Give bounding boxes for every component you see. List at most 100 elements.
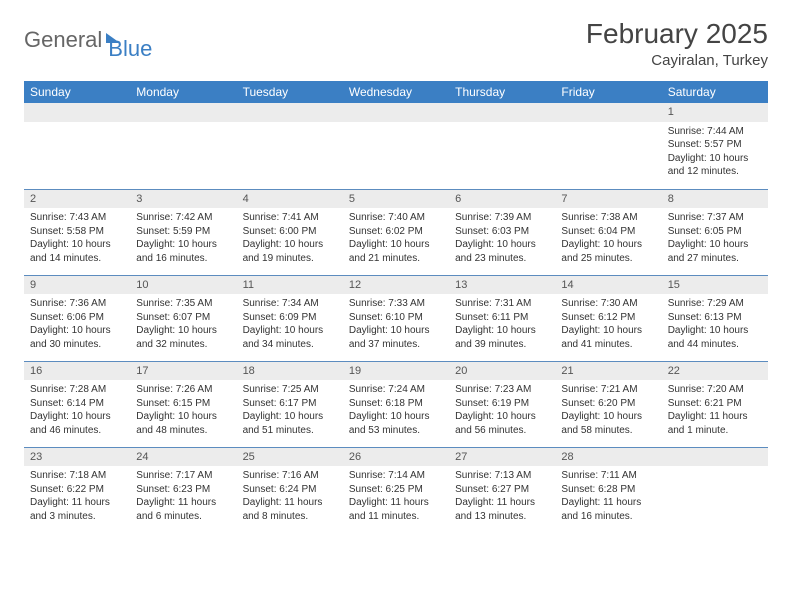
day-details: Sunrise: 7:39 AMSunset: 6:03 PMDaylight:… — [449, 208, 555, 268]
weekday-header: Wednesday — [343, 81, 449, 103]
day-number: 22 — [662, 362, 768, 381]
location-label: Cayiralan, Turkey — [586, 52, 768, 69]
day-number: 18 — [237, 362, 343, 381]
day-number: 7 — [555, 190, 661, 209]
day-number: 25 — [237, 448, 343, 467]
calendar-day-cell: 16Sunrise: 7:28 AMSunset: 6:14 PMDayligh… — [24, 361, 130, 447]
calendar-day-cell: 10Sunrise: 7:35 AMSunset: 6:07 PMDayligh… — [130, 275, 236, 361]
day-number: 13 — [449, 276, 555, 295]
day-number: 17 — [130, 362, 236, 381]
day-details: Sunrise: 7:30 AMSunset: 6:12 PMDaylight:… — [555, 294, 661, 354]
day-details: Sunrise: 7:28 AMSunset: 6:14 PMDaylight:… — [24, 380, 130, 440]
calendar-day-cell: 26Sunrise: 7:14 AMSunset: 6:25 PMDayligh… — [343, 447, 449, 533]
calendar-day-cell: 1Sunrise: 7:44 AMSunset: 5:57 PMDaylight… — [662, 103, 768, 189]
calendar-day-cell: 11Sunrise: 7:34 AMSunset: 6:09 PMDayligh… — [237, 275, 343, 361]
calendar-week-row: 9Sunrise: 7:36 AMSunset: 6:06 PMDaylight… — [24, 275, 768, 361]
day-details: Sunrise: 7:13 AMSunset: 6:27 PMDaylight:… — [449, 466, 555, 526]
day-number: 8 — [662, 190, 768, 209]
day-details: Sunrise: 7:35 AMSunset: 6:07 PMDaylight:… — [130, 294, 236, 354]
day-details: Sunrise: 7:16 AMSunset: 6:24 PMDaylight:… — [237, 466, 343, 526]
month-title: February 2025 — [586, 18, 768, 50]
brand-logo: General Blue — [24, 18, 152, 62]
day-details: Sunrise: 7:38 AMSunset: 6:04 PMDaylight:… — [555, 208, 661, 268]
day-number: 28 — [555, 448, 661, 467]
day-details: Sunrise: 7:44 AMSunset: 5:57 PMDaylight:… — [662, 122, 768, 182]
calendar-day-cell: 9Sunrise: 7:36 AMSunset: 6:06 PMDaylight… — [24, 275, 130, 361]
calendar-day-cell: 14Sunrise: 7:30 AMSunset: 6:12 PMDayligh… — [555, 275, 661, 361]
calendar-day-cell: 6Sunrise: 7:39 AMSunset: 6:03 PMDaylight… — [449, 189, 555, 275]
weekday-header: Thursday — [449, 81, 555, 103]
day-details: Sunrise: 7:24 AMSunset: 6:18 PMDaylight:… — [343, 380, 449, 440]
calendar-day-cell: 19Sunrise: 7:24 AMSunset: 6:18 PMDayligh… — [343, 361, 449, 447]
calendar-day-cell: 24Sunrise: 7:17 AMSunset: 6:23 PMDayligh… — [130, 447, 236, 533]
weekday-header-row: SundayMondayTuesdayWednesdayThursdayFrid… — [24, 81, 768, 103]
day-number: 3 — [130, 190, 236, 209]
calendar-week-row: 1Sunrise: 7:44 AMSunset: 5:57 PMDaylight… — [24, 103, 768, 189]
calendar-day-cell: 3Sunrise: 7:42 AMSunset: 5:59 PMDaylight… — [130, 189, 236, 275]
weekday-header: Tuesday — [237, 81, 343, 103]
weekday-header: Sunday — [24, 81, 130, 103]
day-details: Sunrise: 7:40 AMSunset: 6:02 PMDaylight:… — [343, 208, 449, 268]
calendar-day-cell — [662, 447, 768, 533]
brand-part1: General — [24, 27, 102, 53]
day-number: 21 — [555, 362, 661, 381]
day-number-empty — [343, 103, 449, 122]
day-number: 2 — [24, 190, 130, 209]
day-number-empty — [237, 103, 343, 122]
calendar-day-cell: 15Sunrise: 7:29 AMSunset: 6:13 PMDayligh… — [662, 275, 768, 361]
calendar-week-row: 2Sunrise: 7:43 AMSunset: 5:58 PMDaylight… — [24, 189, 768, 275]
day-details: Sunrise: 7:23 AMSunset: 6:19 PMDaylight:… — [449, 380, 555, 440]
day-number-empty — [555, 103, 661, 122]
weekday-header: Monday — [130, 81, 236, 103]
calendar-day-cell: 20Sunrise: 7:23 AMSunset: 6:19 PMDayligh… — [449, 361, 555, 447]
day-number: 26 — [343, 448, 449, 467]
day-number: 27 — [449, 448, 555, 467]
day-details: Sunrise: 7:43 AMSunset: 5:58 PMDaylight:… — [24, 208, 130, 268]
calendar-day-cell — [555, 103, 661, 189]
brand-part2: Blue — [108, 36, 152, 62]
calendar-day-cell: 23Sunrise: 7:18 AMSunset: 6:22 PMDayligh… — [24, 447, 130, 533]
day-number: 19 — [343, 362, 449, 381]
day-details: Sunrise: 7:33 AMSunset: 6:10 PMDaylight:… — [343, 294, 449, 354]
calendar-day-cell: 21Sunrise: 7:21 AMSunset: 6:20 PMDayligh… — [555, 361, 661, 447]
calendar-day-cell: 28Sunrise: 7:11 AMSunset: 6:28 PMDayligh… — [555, 447, 661, 533]
day-number: 4 — [237, 190, 343, 209]
weekday-header: Saturday — [662, 81, 768, 103]
day-details: Sunrise: 7:36 AMSunset: 6:06 PMDaylight:… — [24, 294, 130, 354]
day-number: 15 — [662, 276, 768, 295]
day-number-empty — [24, 103, 130, 122]
calendar-day-cell: 27Sunrise: 7:13 AMSunset: 6:27 PMDayligh… — [449, 447, 555, 533]
page-header: General Blue February 2025 Cayiralan, Tu… — [24, 18, 768, 69]
day-number: 11 — [237, 276, 343, 295]
calendar-day-cell: 8Sunrise: 7:37 AMSunset: 6:05 PMDaylight… — [662, 189, 768, 275]
day-details: Sunrise: 7:29 AMSunset: 6:13 PMDaylight:… — [662, 294, 768, 354]
title-block: February 2025 Cayiralan, Turkey — [586, 18, 768, 69]
calendar-day-cell: 13Sunrise: 7:31 AMSunset: 6:11 PMDayligh… — [449, 275, 555, 361]
day-number: 14 — [555, 276, 661, 295]
day-number: 12 — [343, 276, 449, 295]
calendar-day-cell — [130, 103, 236, 189]
day-details: Sunrise: 7:31 AMSunset: 6:11 PMDaylight:… — [449, 294, 555, 354]
weekday-header: Friday — [555, 81, 661, 103]
calendar-day-cell: 25Sunrise: 7:16 AMSunset: 6:24 PMDayligh… — [237, 447, 343, 533]
day-details: Sunrise: 7:18 AMSunset: 6:22 PMDaylight:… — [24, 466, 130, 526]
calendar-day-cell — [343, 103, 449, 189]
calendar-day-cell — [449, 103, 555, 189]
day-number: 24 — [130, 448, 236, 467]
calendar-week-row: 23Sunrise: 7:18 AMSunset: 6:22 PMDayligh… — [24, 447, 768, 533]
calendar-day-cell: 18Sunrise: 7:25 AMSunset: 6:17 PMDayligh… — [237, 361, 343, 447]
calendar-day-cell: 5Sunrise: 7:40 AMSunset: 6:02 PMDaylight… — [343, 189, 449, 275]
day-number: 6 — [449, 190, 555, 209]
day-details: Sunrise: 7:17 AMSunset: 6:23 PMDaylight:… — [130, 466, 236, 526]
day-details: Sunrise: 7:14 AMSunset: 6:25 PMDaylight:… — [343, 466, 449, 526]
calendar-day-cell: 12Sunrise: 7:33 AMSunset: 6:10 PMDayligh… — [343, 275, 449, 361]
day-details: Sunrise: 7:41 AMSunset: 6:00 PMDaylight:… — [237, 208, 343, 268]
calendar-day-cell: 2Sunrise: 7:43 AMSunset: 5:58 PMDaylight… — [24, 189, 130, 275]
calendar-table: SundayMondayTuesdayWednesdayThursdayFrid… — [24, 81, 768, 533]
calendar-body: 1Sunrise: 7:44 AMSunset: 5:57 PMDaylight… — [24, 103, 768, 533]
calendar-day-cell — [24, 103, 130, 189]
day-number: 23 — [24, 448, 130, 467]
day-number: 9 — [24, 276, 130, 295]
day-number: 1 — [662, 103, 768, 122]
day-number: 5 — [343, 190, 449, 209]
